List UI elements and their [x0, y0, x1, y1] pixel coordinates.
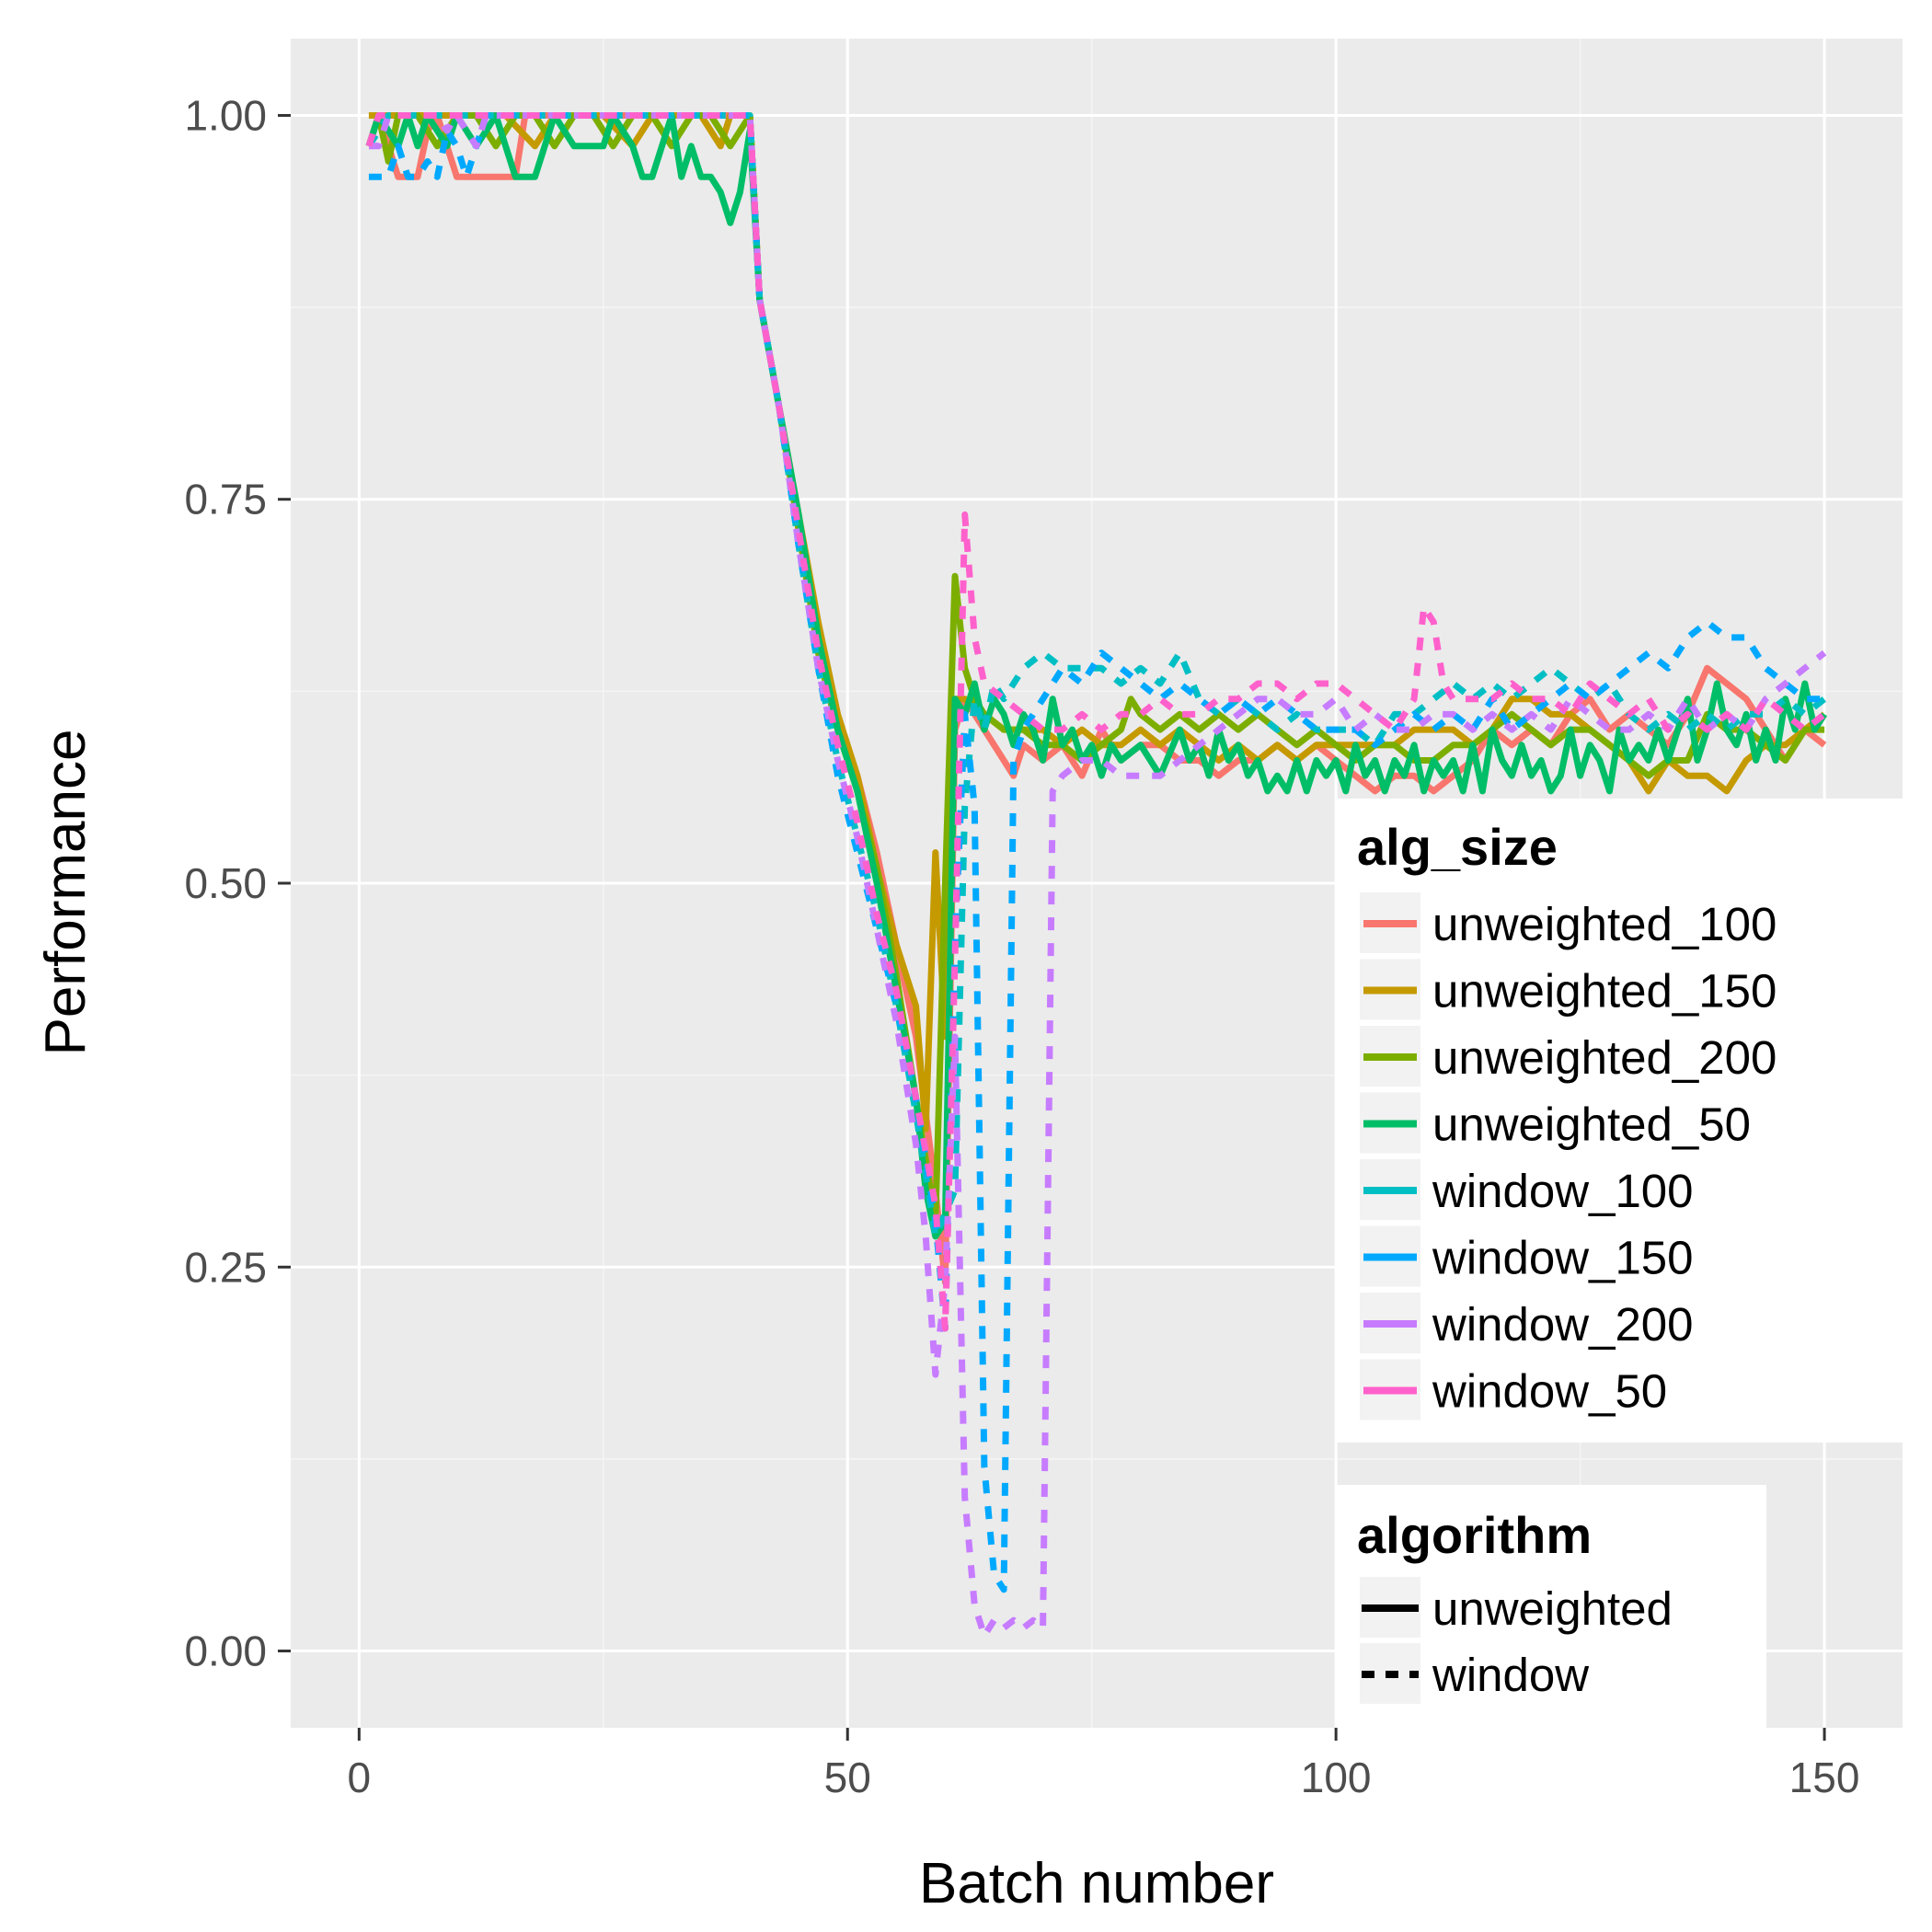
series-line-window_50	[365, 112, 1827, 1332]
legend-label-window_200: window_200	[1432, 1298, 1694, 1351]
y-tick-label: 0.00	[184, 1627, 267, 1675]
legend-label-unweighted_100: unweighted_100	[1432, 898, 1777, 950]
series-lines	[365, 112, 1828, 1639]
x-tick-label: 100	[1301, 1754, 1372, 1801]
x-tick-label: 0	[348, 1754, 372, 1801]
y-tick-label: 0.25	[184, 1243, 267, 1291]
series-line-unweighted_50	[365, 112, 1828, 1240]
y-axis: 0.00 0.25 0.50 0.75 1.00	[184, 91, 291, 1675]
legend-label-window_100: window_100	[1432, 1165, 1694, 1217]
legend-label-window_50: window_50	[1432, 1365, 1667, 1418]
series-line-window_150	[368, 112, 1825, 1593]
series-line-unweighted_200	[365, 112, 1825, 1225]
legend-label-unweighted_150: unweighted_150	[1432, 965, 1777, 1018]
legend-alg-size-title: alg_size	[1357, 818, 1558, 876]
x-tick-label: 150	[1789, 1754, 1860, 1801]
x-axis-title: Batch number	[919, 1852, 1274, 1915]
y-tick-label: 1.00	[184, 91, 267, 139]
y-axis-title: Performance	[34, 730, 98, 1056]
series-line-window_200	[368, 112, 1827, 1639]
legends: alg_size unweighted_100 unweighted_150unwe…	[1336, 799, 1903, 1728]
legend-label-window: window	[1432, 1649, 1589, 1701]
y-tick-label: 0.75	[184, 476, 267, 523]
legend-label-unweighted: unweighted	[1432, 1582, 1673, 1635]
legend-algorithm-title: algorithm	[1357, 1506, 1592, 1564]
y-tick-label: 0.50	[184, 859, 267, 907]
legend-label-unweighted_50: unweighted_50	[1432, 1098, 1751, 1151]
legend-label-window_150: window_150	[1432, 1232, 1694, 1284]
legend-alg-size-box	[1336, 799, 1903, 1443]
legend-label-unweighted_200: unweighted_200	[1432, 1031, 1777, 1084]
legend-algorithm: algorithm unweighted window	[1336, 1485, 1766, 1728]
x-axis: 0 50 100 150	[348, 1728, 1860, 1801]
legend-alg-size: alg_size unweighted_100 unweighted_150unwe…	[1336, 799, 1903, 1443]
x-tick-label: 50	[824, 1754, 871, 1801]
